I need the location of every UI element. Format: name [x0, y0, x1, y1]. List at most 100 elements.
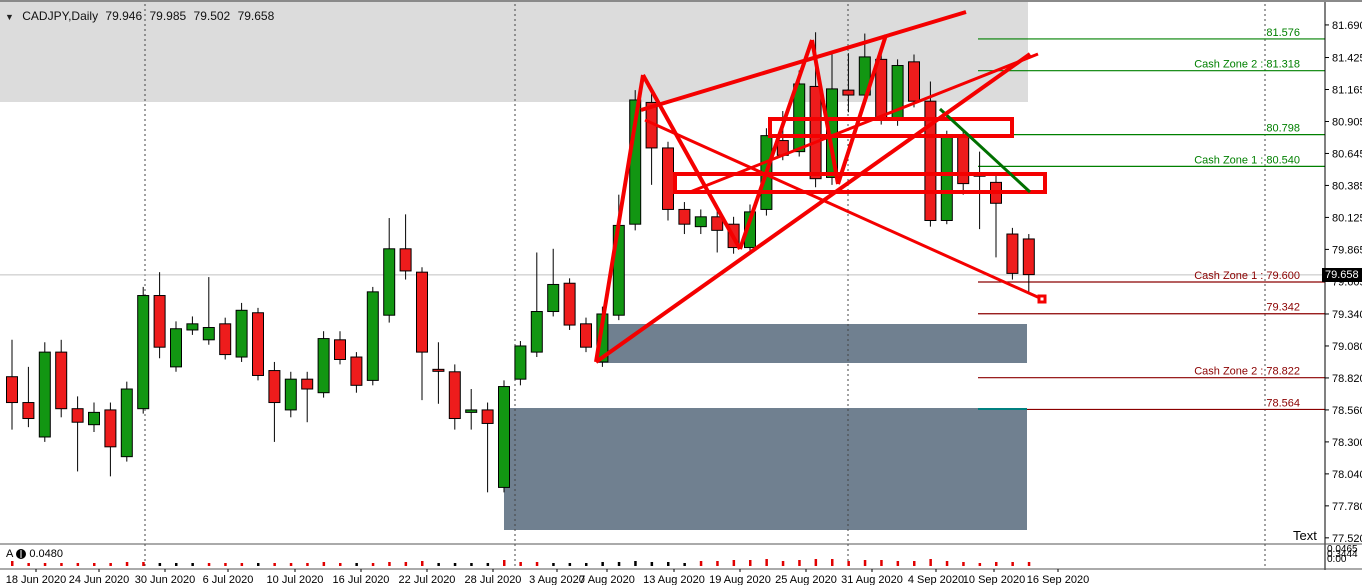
indicator-tick [257, 563, 260, 566]
candle [284, 378, 297, 411]
indicator-tick [158, 563, 162, 566]
candle [170, 328, 182, 368]
time-tick-label: 30 Jun 2020 [135, 574, 196, 585]
time-tick-label: 13 Aug 2020 [643, 574, 705, 585]
indicator-tick [814, 559, 818, 566]
indicator-tick [913, 561, 916, 566]
ohlc-close: 79.658 [237, 9, 275, 23]
resistance-rectangle-1[interactable] [768, 117, 1014, 138]
red-trendline[interactable] [644, 118, 1043, 301]
chart-text-object[interactable]: Text [1293, 528, 1317, 543]
indicator-scale-value: 0.00 [1327, 554, 1347, 565]
indicator-tick [306, 563, 309, 566]
red-trendline[interactable] [810, 39, 840, 185]
cash-zone-level-label: Cash Zone 1 : 80.540 [1194, 154, 1300, 166]
cash-zone-level-label: 78.564 [1266, 397, 1300, 409]
indicator-tick [404, 562, 408, 566]
ohlc-open: 79.946 [105, 9, 143, 23]
indicator-tick [716, 561, 719, 566]
candle [366, 291, 379, 381]
candle [301, 378, 314, 390]
candle [202, 327, 215, 341]
candle [88, 411, 100, 426]
time-tick-label: 16 Jul 2020 [333, 574, 390, 585]
indicator-tick [109, 563, 112, 566]
indicator-tick [765, 559, 768, 566]
indicator-tick [224, 563, 227, 566]
candle [55, 351, 68, 410]
indicator-tick [667, 562, 670, 566]
cash-zone-level-label: Cash Zone 2 : 78.822 [1194, 366, 1300, 378]
indicator-scale-value: 0.3444 [1327, 549, 1358, 560]
indicator-tick [945, 561, 949, 566]
price-tick-label: 80.645 [1332, 148, 1362, 160]
price-tick-label: 79.340 [1332, 309, 1362, 321]
indicator-tick [929, 559, 932, 566]
candle [383, 248, 396, 316]
indicator-tick [273, 563, 276, 566]
indicator-tick [896, 561, 900, 566]
indicator-tick [601, 562, 604, 566]
indicator-tick [207, 563, 211, 566]
indicator-tick [863, 560, 867, 566]
candle [219, 323, 232, 356]
green-trendline[interactable] [938, 107, 1032, 194]
indicator-tick [453, 563, 457, 566]
indicator-tick [781, 561, 785, 566]
candle [120, 388, 133, 458]
red-trendline[interactable] [594, 52, 1032, 364]
price-tick-label: 78.300 [1332, 437, 1362, 449]
indicator-label: A 0.0480 [6, 548, 63, 560]
candle [38, 351, 51, 438]
candle [252, 312, 264, 376]
indicator-tick [962, 562, 965, 566]
indicator-name: A [6, 548, 14, 560]
time-tick-label: 31 Aug 2020 [841, 574, 903, 585]
symbol-header: ▼ CADJPY,Daily 79.946 79.985 79.502 79.6… [5, 9, 278, 23]
red-trendline[interactable] [594, 74, 645, 363]
indicator-tick [995, 562, 998, 566]
candle [694, 216, 707, 228]
candle [432, 368, 445, 372]
time-tick-label: 19 Aug 2020 [709, 574, 771, 585]
red-trendline[interactable] [738, 39, 814, 250]
price-tick-label: 78.820 [1332, 373, 1362, 385]
indicator-tick [519, 562, 522, 566]
indicator-tick [1011, 562, 1014, 566]
red-trendline[interactable] [641, 74, 742, 250]
indicator-tick [831, 559, 834, 566]
time-tick-label: 22 Jul 2020 [399, 574, 456, 585]
chart-menu-dropdown-icon[interactable]: ▼ [5, 12, 14, 22]
red-trendline[interactable] [836, 34, 888, 185]
indicator-value: 0.0480 [29, 548, 63, 560]
time-tick-label: 7 Aug 2020 [579, 574, 635, 585]
indicator-tick [732, 560, 736, 566]
indicator-tick [486, 563, 490, 566]
indicator-tick [552, 563, 555, 566]
demand-zone-upper [598, 324, 1027, 363]
indicator-tick [880, 560, 883, 566]
candle [744, 211, 756, 249]
indicator-tick [470, 563, 473, 566]
cash-zone-level-label: 81.576 [1266, 27, 1300, 39]
indicator-tick [175, 563, 178, 566]
price-tick-label: 81.690 [1332, 20, 1362, 32]
candle [481, 409, 494, 424]
red-trendline[interactable] [689, 52, 1039, 194]
current-price-badge: 79.658 [1322, 268, 1362, 282]
candle [350, 356, 363, 386]
candle [547, 283, 560, 313]
ohlc-high: 79.985 [149, 9, 187, 23]
indicator-tick [535, 562, 539, 566]
candle [22, 402, 35, 420]
price-tick-label: 81.165 [1332, 85, 1362, 97]
candle [137, 295, 150, 410]
candle [530, 311, 543, 353]
indicator-tick [43, 563, 47, 566]
indicator-tick [27, 563, 30, 566]
candle [940, 136, 953, 221]
indicator-tick [289, 563, 293, 566]
candle [809, 85, 822, 180]
candle [875, 58, 888, 121]
